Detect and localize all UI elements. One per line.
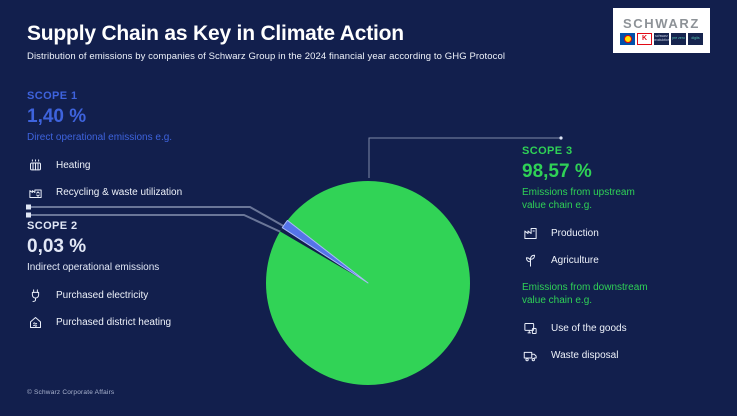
list-item: Purchased electricity [27, 287, 262, 304]
recycling-plant-icon [27, 184, 43, 200]
list-item: Recycling & waste utilization [27, 184, 262, 201]
schwarz-wordmark: SCHWARZ [623, 15, 700, 31]
scope3-downstream-description: Emissions from downstream value chain e.… [522, 281, 722, 307]
upstream-desc-line1: Emissions from upstream [522, 186, 635, 198]
scope1-description: Direct operational emissions e.g. [27, 131, 173, 143]
item-label: Production [551, 227, 599, 239]
scope3-label: SCOPE 3 [522, 145, 573, 157]
downstream-desc-line1: Emissions from downstream [522, 281, 648, 293]
list-item: Heating [27, 157, 262, 174]
scope2-label: SCOPE 2 [27, 220, 78, 232]
callout-line-scope3 [368, 137, 561, 178]
plant-sprout-icon [522, 252, 538, 268]
scope3-upstream-description: Emissions from upstream value chain e.g. [522, 186, 722, 212]
brand-logo-row: K schwarz produktion pre zero digits [620, 32, 703, 45]
header: Supply Chain as Key in Climate Action Di… [27, 22, 505, 62]
item-label: Recycling & waste utilization [56, 186, 183, 198]
scope1-items: Heating Recycling & waste utilization [27, 157, 262, 201]
scope1-block: SCOPE 1 1,40 % Direct operational emissi… [27, 90, 262, 211]
scope2-block: SCOPE 2 0,03 % Indirect operational emis… [27, 220, 262, 341]
heated-house-icon [27, 314, 43, 330]
callout-dot-scope2 [26, 212, 31, 218]
page-subtitle: Distribution of emissions by companies o… [27, 51, 506, 63]
item-label: Purchased electricity [56, 289, 149, 301]
callout-line-scope1 [30, 206, 288, 229]
list-item: Use of the goods [522, 320, 722, 337]
prezero-logo-icon: pre zero [671, 32, 686, 45]
footer-credit: © Schwarz Corporate Affairs [27, 389, 115, 396]
item-label: Purchased district heating [56, 316, 172, 328]
page-title: Supply Chain as Key in Climate Action [27, 22, 404, 45]
schwarz-group-logo: SCHWARZ K schwarz produktion pre zero di… [613, 8, 710, 53]
list-item: Agriculture [522, 252, 722, 269]
list-item: Production [522, 225, 722, 242]
schwarz-digits-logo-icon: digits [688, 32, 703, 45]
scope2-items: Purchased electricity Purchased district… [27, 287, 262, 331]
garbage-truck-icon [522, 347, 538, 363]
appliances-icon [522, 320, 538, 336]
scope3-upstream-items: Production Agriculture [522, 225, 722, 269]
kaufland-logo-icon: K [637, 32, 652, 45]
scope3-block: SCOPE 3 98,57 % Emissions from upstream … [522, 145, 722, 374]
callout-line-scope2 [30, 214, 284, 234]
scope3-value: 98,57 % [522, 161, 592, 182]
scope1-value: 1,40 % [27, 106, 87, 127]
power-plug-icon [27, 287, 43, 303]
item-label: Use of the goods [551, 322, 627, 334]
item-label: Agriculture [551, 254, 599, 266]
lidl-logo-icon [620, 32, 635, 45]
list-item: Purchased district heating [27, 314, 262, 331]
schwarz-produktion-logo-icon: schwarz produktion [654, 32, 669, 45]
downstream-desc-line2: value chain e.g. [522, 294, 593, 306]
item-label: Waste disposal [551, 349, 619, 361]
upstream-desc-line2: value chain e.g. [522, 199, 593, 211]
scope3-downstream-items: Use of the goods Waste disposal [522, 320, 722, 364]
pie-slice-scope1 [281, 219, 369, 284]
scope2-description: Indirect operational emissions [27, 261, 160, 273]
item-label: Heating [56, 159, 91, 171]
scope1-label: SCOPE 1 [27, 90, 78, 102]
list-item: Waste disposal [522, 347, 722, 364]
radiator-icon [27, 157, 43, 173]
callout-dot-scope3 [559, 136, 563, 140]
lidl-dot-icon [623, 34, 632, 43]
factory-icon [522, 225, 538, 241]
callout-dot-scope1 [26, 204, 31, 210]
scope2-value: 0,03 % [27, 236, 87, 257]
